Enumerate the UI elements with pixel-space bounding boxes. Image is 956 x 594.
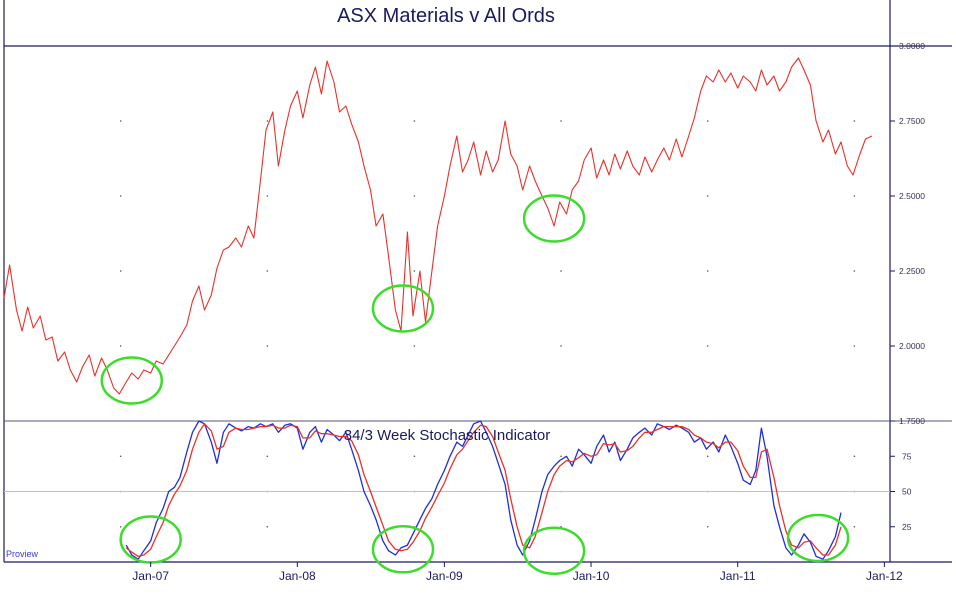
y-tick-label: 2.0000 [899,341,925,351]
annotation-layer [100,194,850,575]
grid-dot-top [560,270,562,272]
grid-dot-top [413,195,416,197]
gridlines [119,120,856,528]
grid-dot-bottom [266,455,269,458]
grid-dot-top [706,195,709,197]
chart-title: ASX Materials v All Ords [337,5,555,27]
stochastic-d-line [125,423,842,558]
grid-dot-top [413,270,416,272]
y-tick-label: 2.2500 [899,266,925,276]
y-tick-label: 50 [902,487,912,497]
watermark-label: Proview [6,549,39,559]
y-tick-label: 25 [902,522,912,532]
grid-dot-top [119,120,122,122]
grid-dot-bottom [266,525,269,528]
grid-dot-bottom [119,525,122,528]
highlight-circle [522,526,586,575]
highlight-circle [786,513,850,563]
grid-dot-top [853,120,856,122]
y-tick-labels: 1.7500 2.0000 2.2500 2.5000 2.7500 3.0000 25 50… [890,41,925,532]
grid-dot-top [413,120,416,122]
grid-dot-bottom [119,455,122,458]
x-tick-labels: Jan-07 Jan-08 Jan-09 Jan-10 Jan-11 Jan-12 [132,562,903,583]
grid-dot-bottom [706,525,709,528]
x-tick-label: Jan-09 [426,569,463,583]
grid-dot-top [706,270,709,272]
grid-dot-bottom [853,525,856,528]
grid-dot-top [266,270,269,272]
grid-dot-top [266,120,269,122]
stochastic-k-line [125,420,842,560]
grid-dot-top [119,345,122,347]
highlight-circle [522,194,586,243]
grid-dot-bottom [413,455,416,458]
grid-dot-top [560,120,562,122]
y-tick-label: 2.7500 [899,116,925,126]
grid-dot-top [119,270,122,272]
grid-dot-top [266,195,269,197]
grid-dot-top [853,345,856,347]
y-tick-label: 1.7500 [899,416,925,426]
x-tick-label: Jan-07 [132,569,169,583]
grid-dot-bottom [706,455,709,458]
highlight-circle [371,284,435,333]
grid-dot-top [413,345,416,347]
y-tick-label: 75 [902,451,912,461]
grid-dot-bottom [853,455,856,458]
y-tick-label: 3.0000 [899,41,925,51]
x-tick-label: Jan-11 [720,569,756,583]
highlight-circle [100,356,164,405]
y-tick-label: 2.5000 [899,191,925,201]
grid-dot-bottom [560,455,562,458]
ratio-series-line [3,57,873,395]
x-tick-label: Jan-10 [573,569,610,583]
grid-dot-top [560,345,562,347]
grid-dot-top [266,345,269,347]
grid-dot-top [119,195,122,197]
highlight-circle [371,525,435,574]
grid-dot-top [853,195,856,197]
grid-dot-top [706,120,709,122]
x-tick-label: Jan-08 [279,569,316,583]
series-layer [3,57,873,560]
x-tick-label: Jan-12 [866,569,903,583]
grid-dot-top [853,270,856,272]
stochastic-panel-title: 34/3 Week Stochastic Indicator [344,427,551,444]
grid-dot-top [706,345,709,347]
